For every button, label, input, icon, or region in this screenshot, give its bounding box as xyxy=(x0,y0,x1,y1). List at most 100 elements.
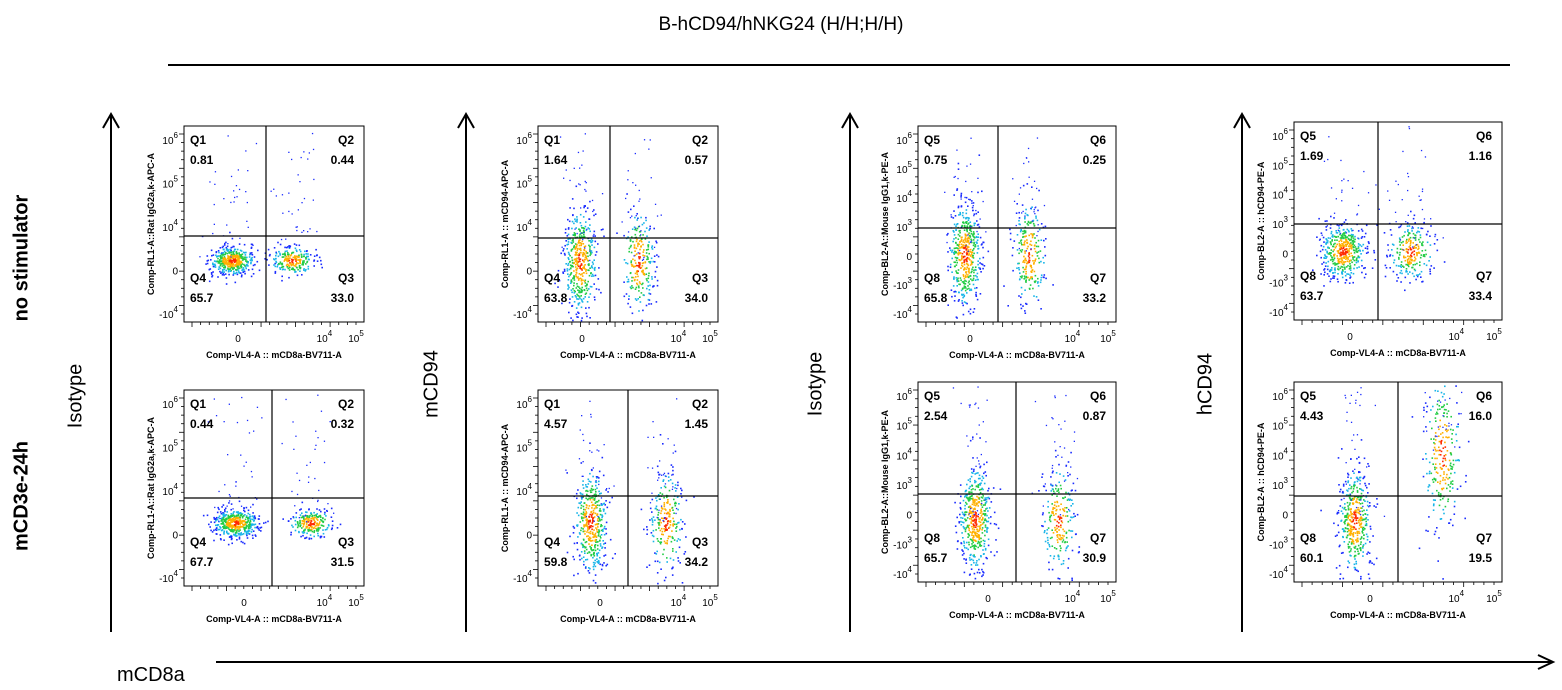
event-dot xyxy=(972,257,975,259)
event-dot xyxy=(254,523,257,526)
event-dot xyxy=(663,485,666,488)
event-dot xyxy=(677,560,680,562)
event-dot xyxy=(1074,515,1076,517)
event-dot xyxy=(205,263,207,265)
event-dot xyxy=(972,544,975,547)
event-dot xyxy=(586,520,589,522)
event-dot xyxy=(301,512,303,514)
event-dot xyxy=(589,317,591,319)
event-dot xyxy=(972,538,975,541)
event-dot xyxy=(647,467,649,469)
event-dot xyxy=(317,526,319,529)
event-dot xyxy=(975,520,977,522)
event-dot xyxy=(1024,215,1026,217)
event-dot xyxy=(217,257,219,260)
event-dot xyxy=(637,252,639,254)
event-dot xyxy=(654,552,656,554)
axis-ticks xyxy=(913,133,1109,327)
event-dot xyxy=(969,163,972,165)
event-dot xyxy=(594,266,596,269)
event-dot xyxy=(593,555,595,557)
event-dot xyxy=(630,287,632,290)
event-dot xyxy=(577,302,580,305)
event-dot xyxy=(301,231,303,233)
event-dot xyxy=(667,472,670,475)
event-dot xyxy=(1053,507,1056,509)
event-dot xyxy=(235,485,237,487)
event-dot xyxy=(299,250,302,253)
event-dot xyxy=(247,170,249,172)
event-dot xyxy=(1066,511,1068,513)
event-dot xyxy=(995,539,997,541)
event-dot xyxy=(306,520,309,522)
event-dot xyxy=(580,252,582,254)
event-dot xyxy=(582,505,585,508)
event-dot xyxy=(955,247,958,249)
event-dot xyxy=(646,255,648,258)
event-dot xyxy=(666,540,669,542)
event-dot xyxy=(305,515,307,517)
event-dot xyxy=(306,464,308,466)
event-dot xyxy=(959,259,961,262)
event-dot xyxy=(975,499,978,501)
event-dot xyxy=(976,272,979,275)
event-dot xyxy=(973,215,975,217)
event-dot xyxy=(231,246,233,248)
event-dot xyxy=(319,527,321,529)
event-dot xyxy=(311,514,314,517)
event-dot xyxy=(641,223,644,226)
event-dot xyxy=(247,526,250,528)
event-dot xyxy=(967,285,969,287)
event-dot xyxy=(284,268,286,271)
event-dot xyxy=(580,551,583,553)
event-dot xyxy=(237,257,240,260)
event-dot xyxy=(593,529,595,531)
event-dot xyxy=(986,530,988,532)
event-dot xyxy=(1060,428,1062,430)
event-dot xyxy=(591,265,593,267)
event-dot xyxy=(566,472,568,474)
event-dot xyxy=(961,264,963,267)
event-dot xyxy=(589,450,591,452)
event-dot xyxy=(324,529,327,531)
event-dot xyxy=(296,493,299,496)
event-dot xyxy=(563,252,566,255)
event-dot xyxy=(591,504,593,507)
event-dot xyxy=(573,301,576,303)
y-tick-label: -104 xyxy=(159,569,178,585)
event-dot xyxy=(254,526,256,529)
event-dot xyxy=(291,251,294,254)
event-dot xyxy=(637,270,639,273)
event-dot xyxy=(971,202,973,204)
event-dot xyxy=(281,279,283,282)
event-dot xyxy=(571,220,574,223)
event-dot xyxy=(663,472,666,474)
event-dot xyxy=(1024,257,1027,260)
event-dot xyxy=(964,255,966,258)
event-dot xyxy=(956,188,959,190)
event-dot xyxy=(585,546,587,548)
event-dot xyxy=(581,493,584,496)
event-dot xyxy=(307,516,309,518)
event-dot xyxy=(663,525,666,527)
event-dot xyxy=(221,516,224,519)
event-dot xyxy=(579,265,581,268)
event-dot xyxy=(977,540,980,543)
event-dot xyxy=(640,245,642,248)
event-dot xyxy=(210,272,213,274)
event-dot xyxy=(634,216,636,219)
event-dot xyxy=(576,236,578,239)
y-tick-label: -104 xyxy=(513,569,532,585)
event-dot xyxy=(971,545,974,548)
event-dot xyxy=(976,560,978,562)
event-dot xyxy=(653,436,655,438)
event-dot xyxy=(973,545,976,548)
event-dot xyxy=(241,533,244,536)
event-dot xyxy=(661,474,663,476)
event-dot xyxy=(595,501,598,503)
event-dot xyxy=(576,512,578,514)
event-dot xyxy=(225,263,227,265)
event-dot xyxy=(241,513,244,515)
event-dot xyxy=(590,416,592,418)
event-dot xyxy=(327,524,330,526)
